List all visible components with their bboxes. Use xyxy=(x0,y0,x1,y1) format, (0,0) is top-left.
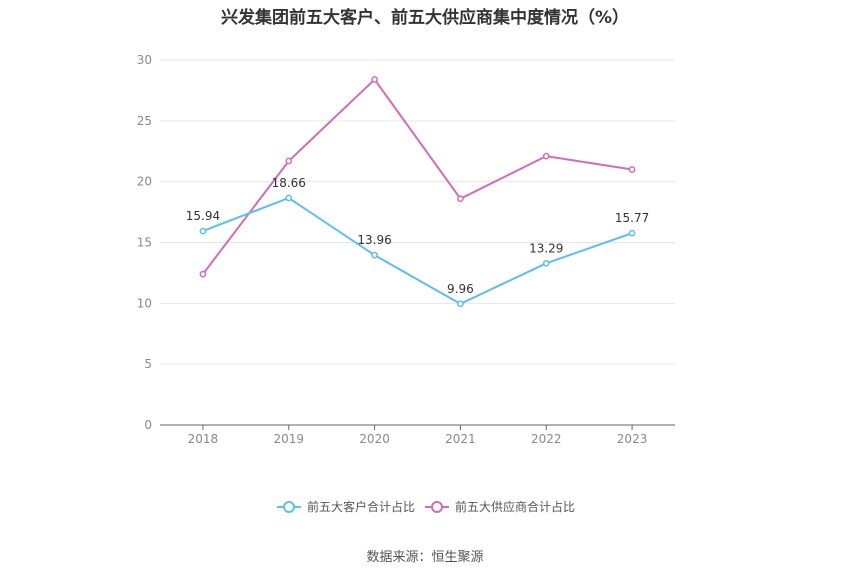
y-tick-label: 25 xyxy=(137,114,152,128)
x-tick-label: 2021 xyxy=(445,432,476,446)
data-label: 15.94 xyxy=(186,209,220,223)
series-point-0 xyxy=(199,227,207,235)
x-tick-label: 2022 xyxy=(531,432,562,446)
series-point-0 xyxy=(371,251,378,259)
y-tick-label: 0 xyxy=(144,418,152,432)
y-tick-label: 10 xyxy=(137,296,152,310)
data-source: 数据来源：恒生聚源 xyxy=(366,550,484,565)
series-point-1 xyxy=(457,195,464,203)
legend-marker-1 xyxy=(431,501,443,513)
data-label: 13.29 xyxy=(529,241,563,255)
legend-label: 前五大供应商合计占比 xyxy=(455,499,575,514)
line-chart: 0 5 10 15 20 25 30 2018 2019 2020 2021 2022 2023 15.9… xyxy=(137,53,675,514)
data-label: 13.96 xyxy=(357,233,391,247)
x-tick-label: 2018 xyxy=(188,432,219,446)
chart-title: 兴发集团前五大客户、前五大供应商集中度情况（%） xyxy=(220,8,630,28)
series-point-0 xyxy=(285,194,293,202)
series-point-0 xyxy=(542,259,550,267)
y-tick-label: 30 xyxy=(137,53,152,67)
series-line-1 xyxy=(202,77,633,275)
series-point-1 xyxy=(542,152,550,160)
x-tick-label: 2019 xyxy=(273,432,304,446)
legend-label: 前五大客户合计占比 xyxy=(307,499,415,514)
x-tick-label: 2023 xyxy=(617,432,648,446)
series-line-0 xyxy=(202,196,633,305)
x-tick-label: 2020 xyxy=(359,432,390,446)
y-tick-label: 15 xyxy=(137,236,152,250)
series-point-1 xyxy=(371,76,378,83)
data-label: 15.77 xyxy=(615,211,649,225)
y-tick-label: 5 xyxy=(144,357,152,371)
series-point-1 xyxy=(199,270,207,278)
series-point-1 xyxy=(628,166,636,173)
data-label: 18.66 xyxy=(272,176,306,190)
legend-marker-0 xyxy=(283,501,295,513)
y-tick-label: 20 xyxy=(137,175,152,189)
series-point-0 xyxy=(457,300,464,308)
series-point-0 xyxy=(628,229,636,237)
series-point-1 xyxy=(285,157,293,165)
data-label: 9.96 xyxy=(447,282,474,296)
